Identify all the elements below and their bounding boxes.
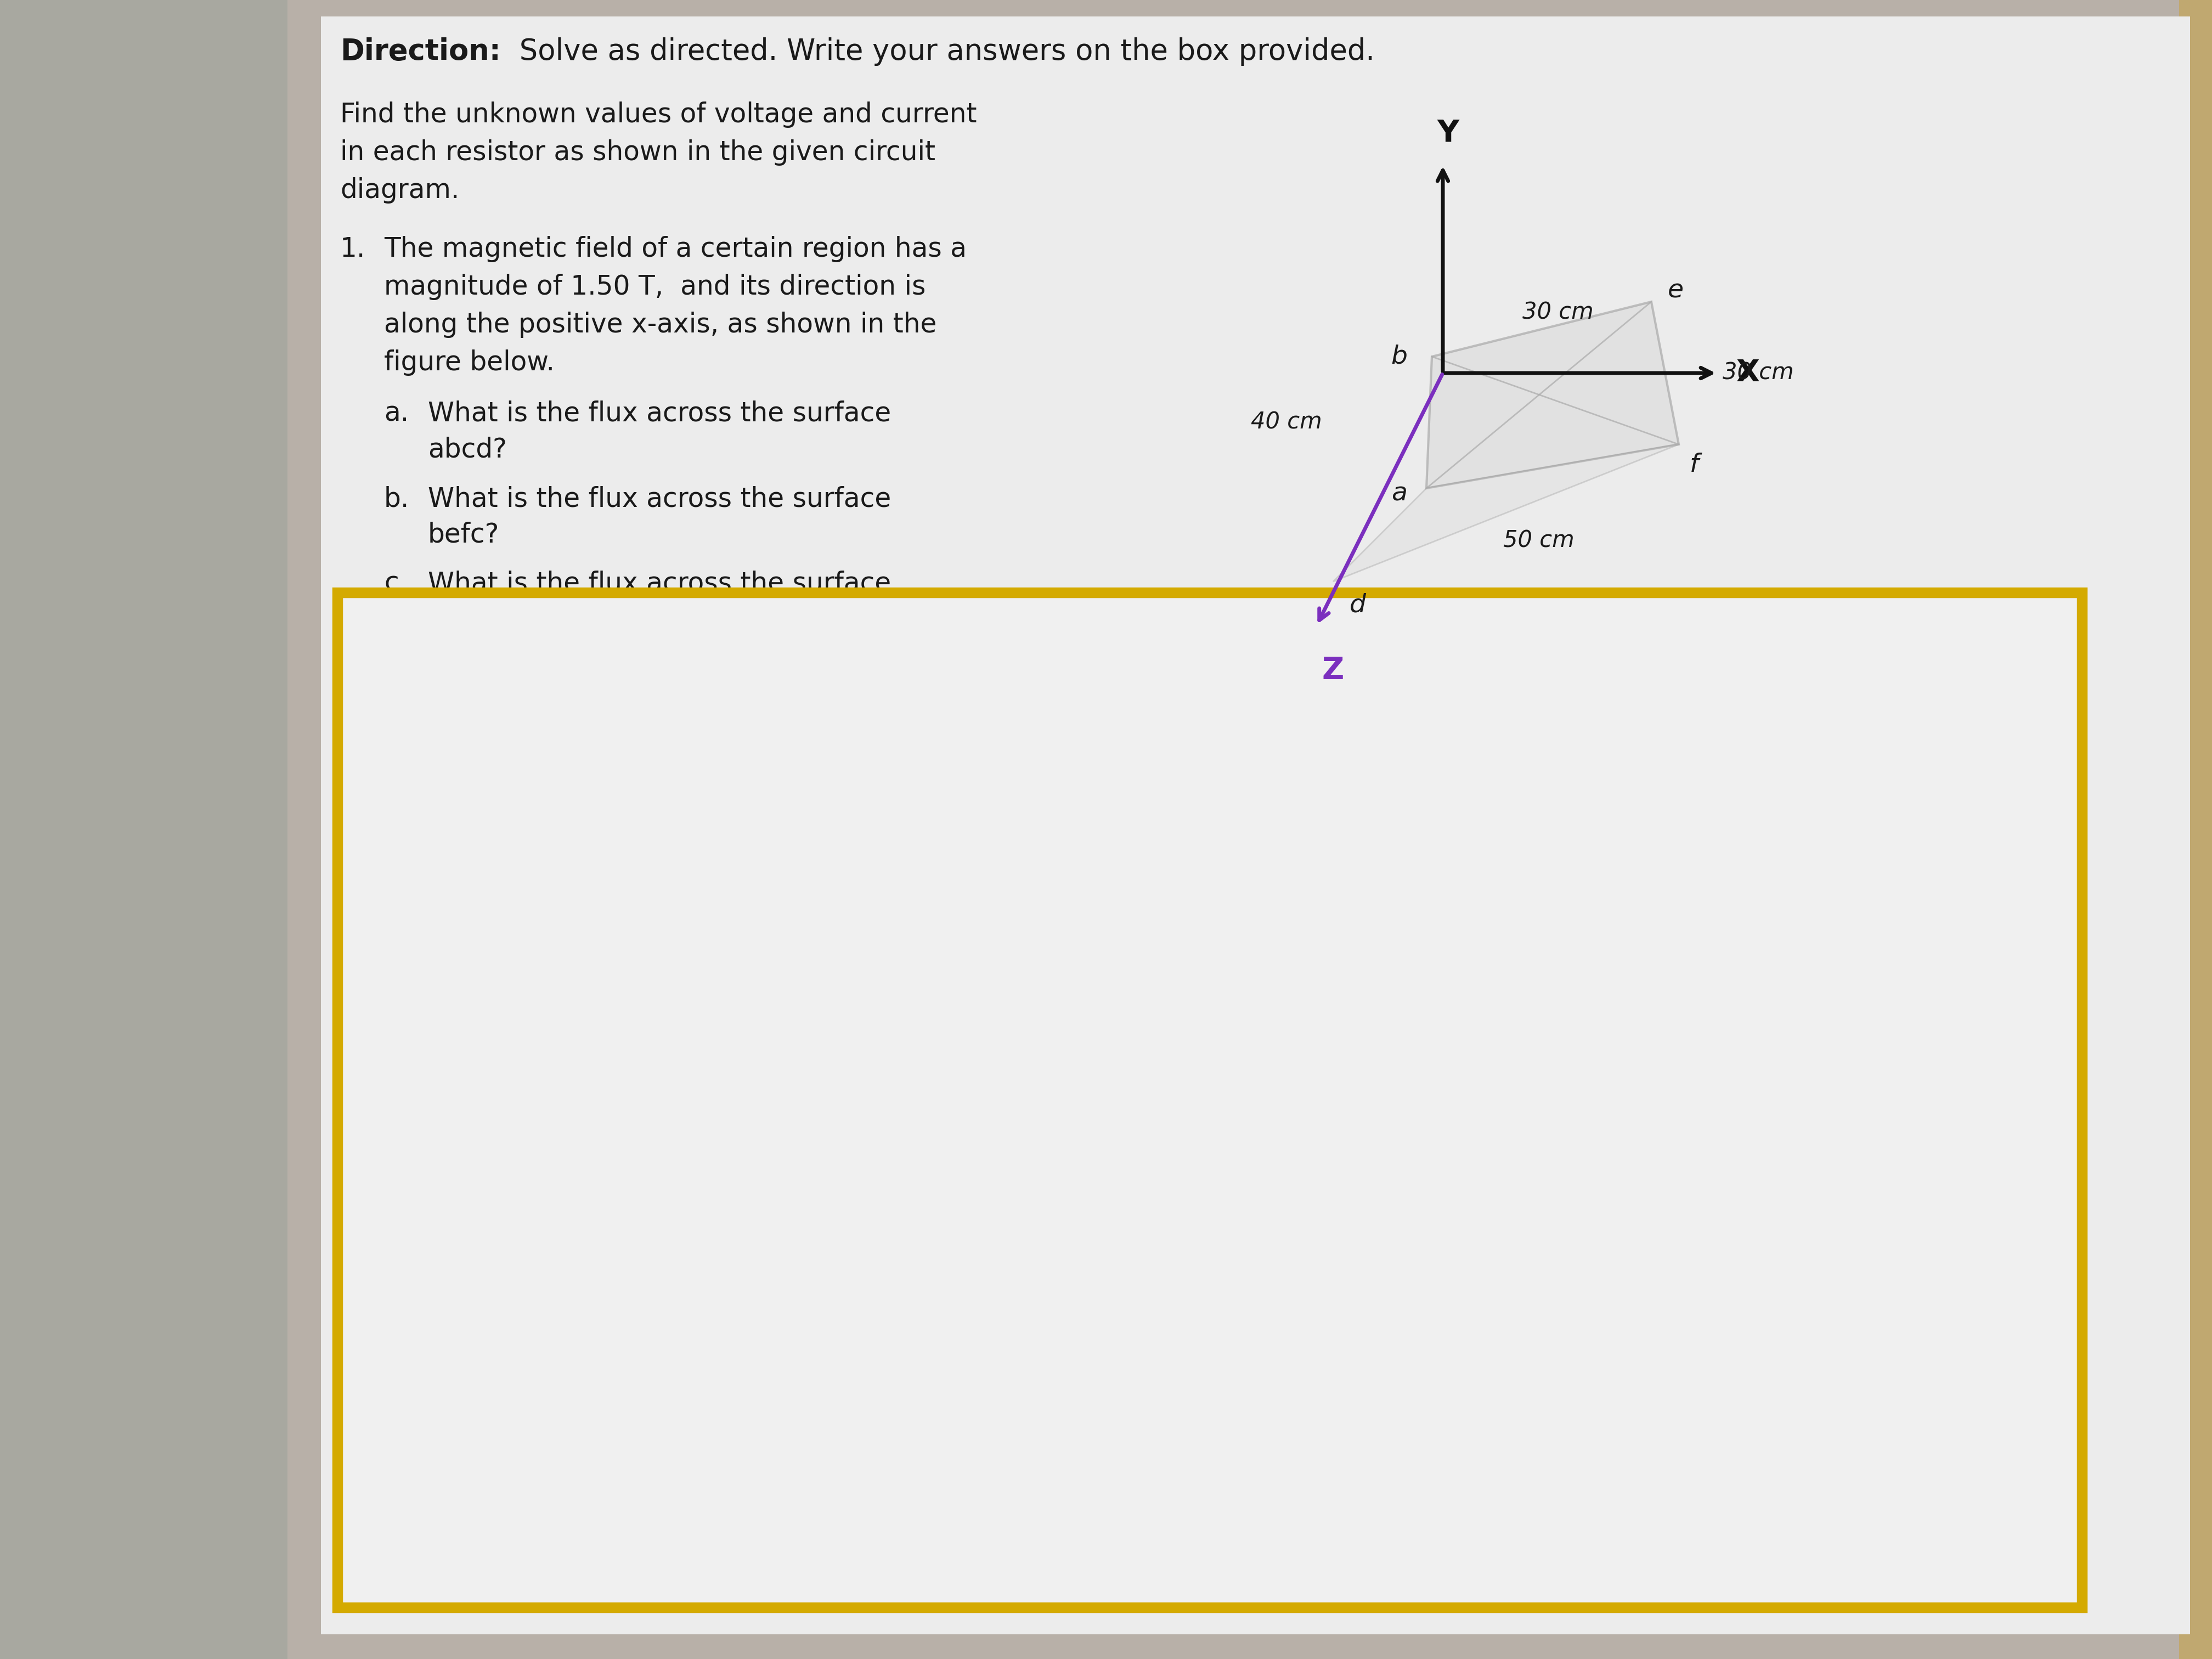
Text: 1.: 1. bbox=[341, 236, 365, 262]
Text: 50 cm: 50 cm bbox=[1504, 529, 1575, 552]
Text: d.: d. bbox=[385, 655, 409, 682]
Text: c.: c. bbox=[385, 571, 407, 597]
Text: What is the flux across the surface
abcd?: What is the flux across the surface abcd… bbox=[427, 400, 891, 463]
Bar bbox=[338, 592, 2081, 1608]
Bar bbox=[2179, 0, 2212, 1659]
Text: 30 cm: 30 cm bbox=[1723, 362, 1794, 385]
Text: b.: b. bbox=[385, 486, 409, 513]
Polygon shape bbox=[1334, 445, 1679, 582]
Text: d: d bbox=[1349, 592, 1367, 617]
Text: Find the unknown values of voltage and current
in each resistor as shown in the : Find the unknown values of voltage and c… bbox=[341, 101, 978, 204]
Text: X: X bbox=[1736, 358, 1761, 388]
Text: a: a bbox=[1391, 481, 1407, 506]
Text: What is the flux across the surface in
the shaded volume?: What is the flux across the surface in t… bbox=[427, 655, 925, 718]
Text: a.: a. bbox=[385, 400, 409, 426]
Text: Y: Y bbox=[1438, 118, 1460, 148]
Text: e: e bbox=[1668, 279, 1683, 304]
Text: 40 cm: 40 cm bbox=[1252, 411, 1323, 435]
Text: Z: Z bbox=[1323, 655, 1345, 685]
Text: f: f bbox=[1690, 453, 1699, 478]
Text: The magnetic field of a certain region has a
magnitude of 1.50 T,  and its direc: The magnetic field of a certain region h… bbox=[385, 236, 967, 375]
Bar bbox=[0, 0, 288, 1659]
Text: What is the flux across the surface
befc?: What is the flux across the surface befc… bbox=[427, 486, 891, 547]
Bar bbox=[321, 17, 2190, 1634]
Text: 30 cm: 30 cm bbox=[1522, 300, 1593, 324]
Text: Direction:: Direction: bbox=[341, 36, 500, 66]
Text: Solve as directed. Write your answers on the box provided.: Solve as directed. Write your answers on… bbox=[511, 36, 1376, 66]
Text: b: b bbox=[1391, 345, 1407, 368]
Text: What is the flux across the surface
aefd?: What is the flux across the surface aefd… bbox=[427, 571, 891, 632]
Polygon shape bbox=[1427, 302, 1679, 488]
